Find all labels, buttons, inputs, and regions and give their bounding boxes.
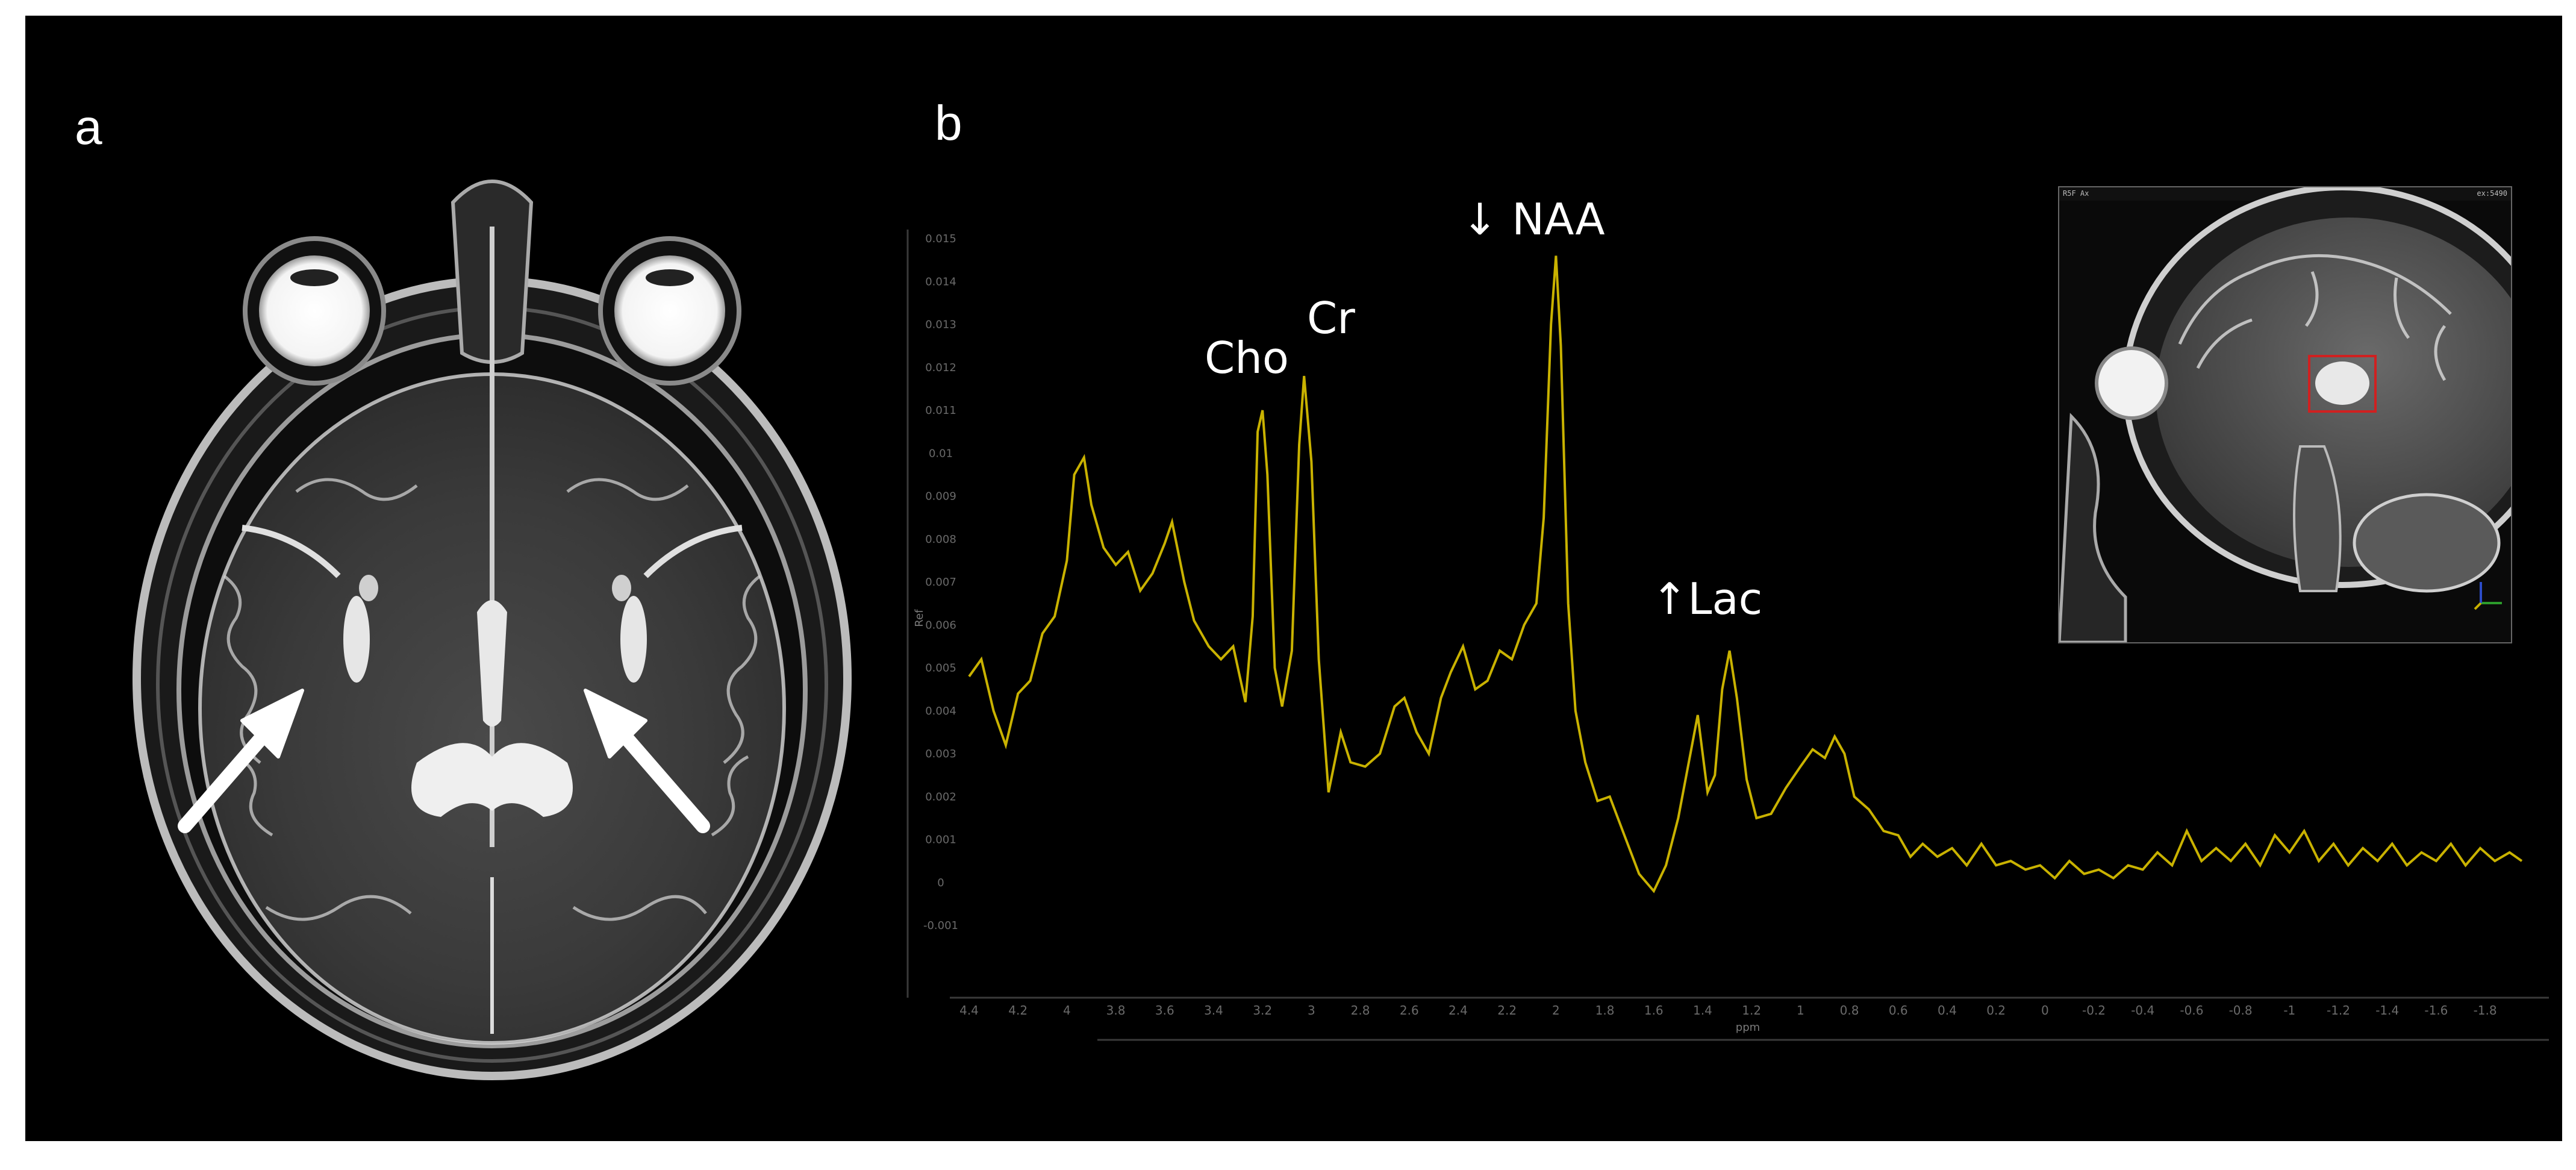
mr-spectroscopy-chart: 0.015 0.014 0.013 0.012 0.011 0.01 0.009 0.008 0… — [906, 230, 2549, 1041]
x-tick-label: -0.2 — [2082, 1003, 2106, 1018]
x-tick-label: 2.8 — [1351, 1003, 1370, 1018]
x-tick-label: -0.8 — [2229, 1003, 2253, 1018]
y-tick-label: 0 — [937, 877, 944, 889]
spectrum-series-line — [968, 255, 2523, 893]
y-tick-label: 0.007 — [925, 576, 956, 589]
x-tick-label: -0.6 — [2180, 1003, 2203, 1018]
x-tick-label: 2.4 — [1449, 1003, 1468, 1018]
x-tick-label: 0 — [2041, 1003, 2049, 1018]
x-tick-label: 3.4 — [1204, 1003, 1223, 1018]
figure-frame: a — [25, 16, 2562, 1141]
y-axis-label: Ref — [913, 609, 926, 627]
x-tick-label: 0.6 — [1889, 1003, 1908, 1018]
x-tick-label: 1.2 — [1742, 1003, 1761, 1018]
panel-b-label: b — [935, 96, 962, 151]
y-tick-label: 0.001 — [925, 834, 956, 846]
x-tick-label: 3.8 — [1106, 1003, 1126, 1018]
x-axis-label: ppm — [1736, 1021, 1760, 1034]
x-tick-label: 1.4 — [1693, 1003, 1712, 1018]
x-tick-label: 4 — [1063, 1003, 1071, 1018]
peak-label-cr: Cr — [1307, 293, 1355, 343]
x-tick-label: 3.6 — [1155, 1003, 1174, 1018]
x-tick-label: 1 — [1797, 1003, 1804, 1018]
x-tick-label: 1.8 — [1595, 1003, 1615, 1018]
inset-header-left-text: R5F Ax — [2063, 189, 2089, 198]
voxel-roi-box — [2308, 355, 2377, 413]
y-tick-label: 0.003 — [925, 748, 956, 760]
panel-a-label: a — [75, 100, 102, 155]
y-tick-label: 0.012 — [925, 361, 956, 374]
x-tick-label: 2.6 — [1400, 1003, 1419, 1018]
peak-label-cho: Cho — [1205, 333, 1289, 383]
y-tick-label: 0.014 — [925, 275, 956, 288]
x-tick-label: 0.8 — [1840, 1003, 1859, 1018]
sagittal-mri-image — [2059, 187, 2511, 642]
y-tick-label: 0.011 — [925, 404, 956, 417]
inset-header-right-text: ex:5490 — [2477, 189, 2507, 198]
x-tick-label: 3.2 — [1253, 1003, 1272, 1018]
peak-label-naa: ↓ NAA — [1462, 194, 1605, 245]
y-tick-label: 0.004 — [925, 705, 956, 718]
right-lesion-arrow — [584, 689, 710, 833]
x-tick-label: -1 — [2283, 1003, 2295, 1018]
x-tick-label: 1.6 — [1644, 1003, 1664, 1018]
y-tick-label: 0.005 — [925, 662, 956, 675]
sagittal-localizer-inset: R5F Ax ex:5490 — [2058, 186, 2512, 643]
x-tick-label: -1.6 — [2424, 1003, 2448, 1018]
x-tick-label: 0.4 — [1938, 1003, 1957, 1018]
x-tick-label: -1.4 — [2375, 1003, 2399, 1018]
y-tick-label: 0.002 — [925, 790, 956, 803]
x-tick-label: -1.2 — [2327, 1003, 2350, 1018]
y-tick-label: 0.008 — [925, 533, 956, 546]
x-tick-label: 2.2 — [1497, 1003, 1517, 1018]
x-tick-label: 4.4 — [959, 1003, 979, 1018]
x-tick-label: -0.4 — [2131, 1003, 2154, 1018]
y-tick-label: 0.01 — [929, 447, 953, 460]
chart-axes — [906, 230, 2549, 1041]
x-tick-label: -1.8 — [2474, 1003, 2497, 1018]
y-tick-label: 0.006 — [925, 619, 956, 631]
y-tick-label: 0.015 — [925, 233, 956, 245]
x-tick-labels: 4.4 4.2 4 3.8 3.6 3.4 3.2 3 2.8 2.6 2.4 2.2 2 1.8 1.6 1… — [959, 1003, 2497, 1018]
x-tick-label: 0.2 — [1986, 1003, 2006, 1018]
y-tick-label: -0.001 — [923, 919, 958, 932]
left-lesion-arrow — [178, 689, 304, 833]
y-tick-labels: 0.015 0.014 0.013 0.012 0.011 0.01 0.009 0.008 0… — [923, 233, 958, 932]
peak-label-lac: ↑Lac — [1651, 574, 1763, 624]
y-tick-label: 0.013 — [925, 319, 956, 331]
x-tick-label: 4.2 — [1008, 1003, 1028, 1018]
x-tick-label: 3 — [1308, 1003, 1315, 1018]
axial-t2-mri-image — [133, 180, 852, 1080]
lesion-arrows-overlay — [178, 689, 710, 833]
x-tick-label: 2 — [1552, 1003, 1560, 1018]
y-tick-label: 0.009 — [925, 490, 956, 503]
